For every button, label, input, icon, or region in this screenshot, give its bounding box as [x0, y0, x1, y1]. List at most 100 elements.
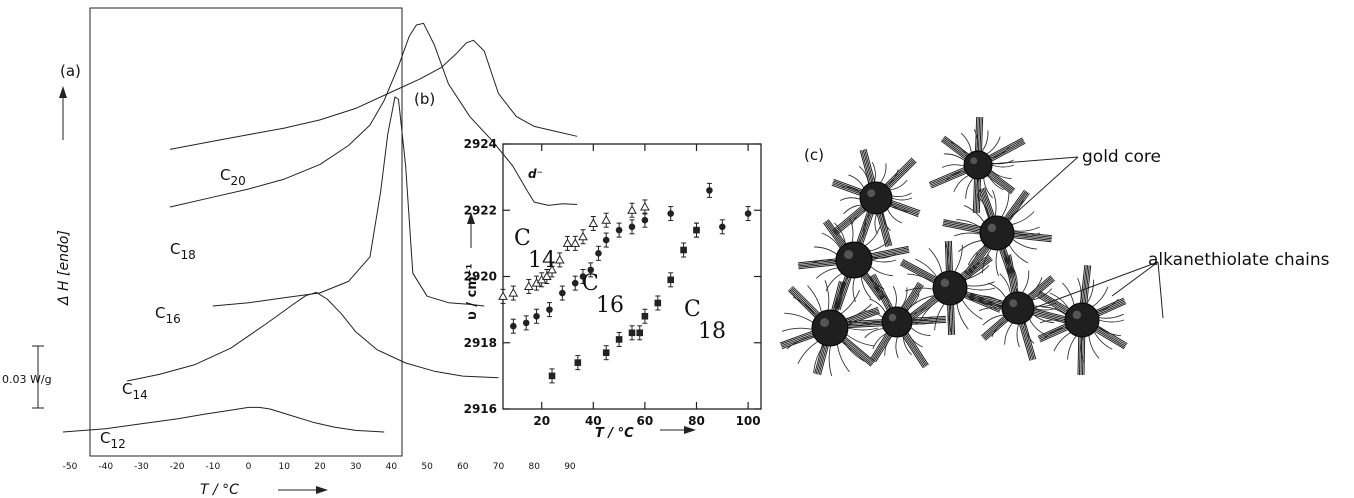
thiolate-chain-bundle [989, 138, 1024, 158]
thiolate-chain-bundle [864, 149, 874, 183]
thiolate-chain-bundle [912, 320, 947, 324]
thiolate-chain [963, 204, 985, 223]
thiolate-chain-bundle [978, 189, 990, 219]
thiolate-chain-bundle [833, 178, 863, 191]
thiolate-chain-bundle [798, 264, 837, 270]
thiolate-chain-bundle [780, 333, 814, 347]
thiolate-chain [862, 310, 883, 318]
thiolate-chain-bundle [890, 204, 919, 216]
thiolate-chain-bundle [905, 284, 923, 311]
point-c14 [588, 218, 599, 227]
thiolate-chain [1088, 335, 1100, 359]
thiolate-chain-bundle [886, 159, 915, 188]
thiolate-chain [880, 163, 887, 183]
thiolate-chain-bundle [988, 173, 1014, 192]
thiolate-chain-bundle [797, 258, 836, 264]
label-alkanethiolate-chains: alkanethiolate chains [1148, 250, 1330, 270]
thiolate-chain-bundle [860, 211, 873, 244]
point-c16 [744, 210, 752, 217]
thiolate-chain-bundle [930, 171, 966, 188]
thiolate-chain-bundle [962, 255, 991, 277]
thiolate-chain-bundle [1013, 234, 1052, 240]
thiolate-chain-bundle [942, 223, 981, 232]
thiolate-chain [910, 327, 931, 336]
thiolate-chain-bundle [988, 137, 1023, 157]
thiolate-chain [981, 130, 989, 152]
thiolate-chain-bundle [862, 275, 882, 300]
thiolate-chain-bundle [974, 178, 977, 213]
thiolate-chain [1029, 318, 1047, 336]
thiolate-chain-bundle [1007, 254, 1016, 293]
thiolate-chain-bundle [966, 246, 988, 275]
thiolate-chain [966, 287, 996, 291]
thiolate-chain-bundle [1086, 265, 1092, 304]
gold-core-highlight [867, 189, 876, 198]
thiolate-chain-bundle [899, 264, 934, 284]
thiolate-chain-bundle [941, 139, 967, 159]
series-label-c20: C20 [220, 166, 246, 188]
thiolate-chain-bundle [832, 281, 842, 311]
gold-core-highlight [1009, 299, 1018, 308]
panel-c-nanoparticle-diagram: (c) gold core alkanethiolate chains [779, 116, 1330, 377]
thiolate-chain-bundle [953, 304, 956, 335]
panel-a-ylabel: Δ H [endo] [56, 230, 72, 306]
panel-b-xlabel-group: T / °C [595, 426, 696, 441]
thiolate-chain [956, 303, 969, 330]
panel-a-xtick-label: 40 [386, 462, 398, 472]
thiolate-chain-bundle [1006, 191, 1028, 220]
thiolate-chain [1042, 306, 1067, 316]
thiolate-chain-bundle [1014, 232, 1052, 238]
thiolate-chain-bundle [1084, 265, 1090, 304]
thiolate-chain-bundle [964, 296, 1000, 313]
thiolate-chain-bundle [981, 317, 1006, 338]
thiolate-chain-bundle [1082, 336, 1084, 376]
thiolate-chain [992, 190, 997, 217]
thiolate-chain [869, 238, 891, 252]
thiolate-chain [848, 174, 865, 188]
thiolate-chain [879, 289, 891, 309]
thiolate-chain-bundle [940, 140, 966, 160]
point-c18 [636, 329, 644, 337]
point-c18 [641, 312, 649, 320]
dsc-curve-c12 [62, 406, 385, 433]
leader-gold-core-2 [996, 156, 1079, 231]
thiolate-chain-bundle [983, 319, 1008, 340]
thiolate-chain-bundle [931, 172, 967, 189]
thiolate-chain-bundle [859, 150, 870, 184]
thiolate-chain-bundle [791, 286, 819, 315]
gold-core-highlight [987, 223, 997, 233]
point-c14 [498, 291, 508, 300]
thiolate-chain [905, 293, 920, 311]
dsc-curve-c20 [169, 39, 578, 150]
thiolate-chain-bundle [891, 201, 920, 213]
thiolate-chain-bundle [1004, 189, 1025, 218]
thiolate-chain-bundle [871, 245, 909, 255]
thiolate-chain-bundle [815, 344, 825, 375]
series-label-c12: C12 [100, 429, 126, 451]
thiolate-chain-bundle [817, 345, 826, 375]
thiolate-chain [1098, 313, 1124, 319]
thiolate-chain [1013, 269, 1018, 293]
thiolate-chain-bundle [878, 213, 888, 247]
panel-a-xtick-label: 0 [246, 462, 252, 472]
thiolate-chain [847, 327, 879, 331]
thiolate-chain-bundle [989, 171, 1015, 191]
thiolate-chain-bundle [870, 332, 887, 359]
thiolate-chain-bundle [788, 289, 817, 317]
thiolate-chain-bundle [876, 214, 887, 248]
thiolate-chain-bundle [872, 274, 892, 309]
thiolate-chain-bundle [944, 135, 969, 155]
thiolate-chain [960, 252, 979, 275]
thiolate-chain-bundle [779, 330, 813, 344]
point-c14 [523, 281, 534, 290]
thiolate-chain-bundle [846, 308, 879, 321]
panel-b-ylabel: υ / cm⁻¹ [465, 264, 480, 320]
thiolate-chain-bundle [835, 281, 845, 312]
panel-b-xtick-label: 20 [533, 414, 550, 428]
thiolate-chain-bundle [848, 325, 883, 329]
thiolate-chain-bundle [859, 210, 872, 244]
thiolate-chain-bundle [990, 141, 1025, 161]
